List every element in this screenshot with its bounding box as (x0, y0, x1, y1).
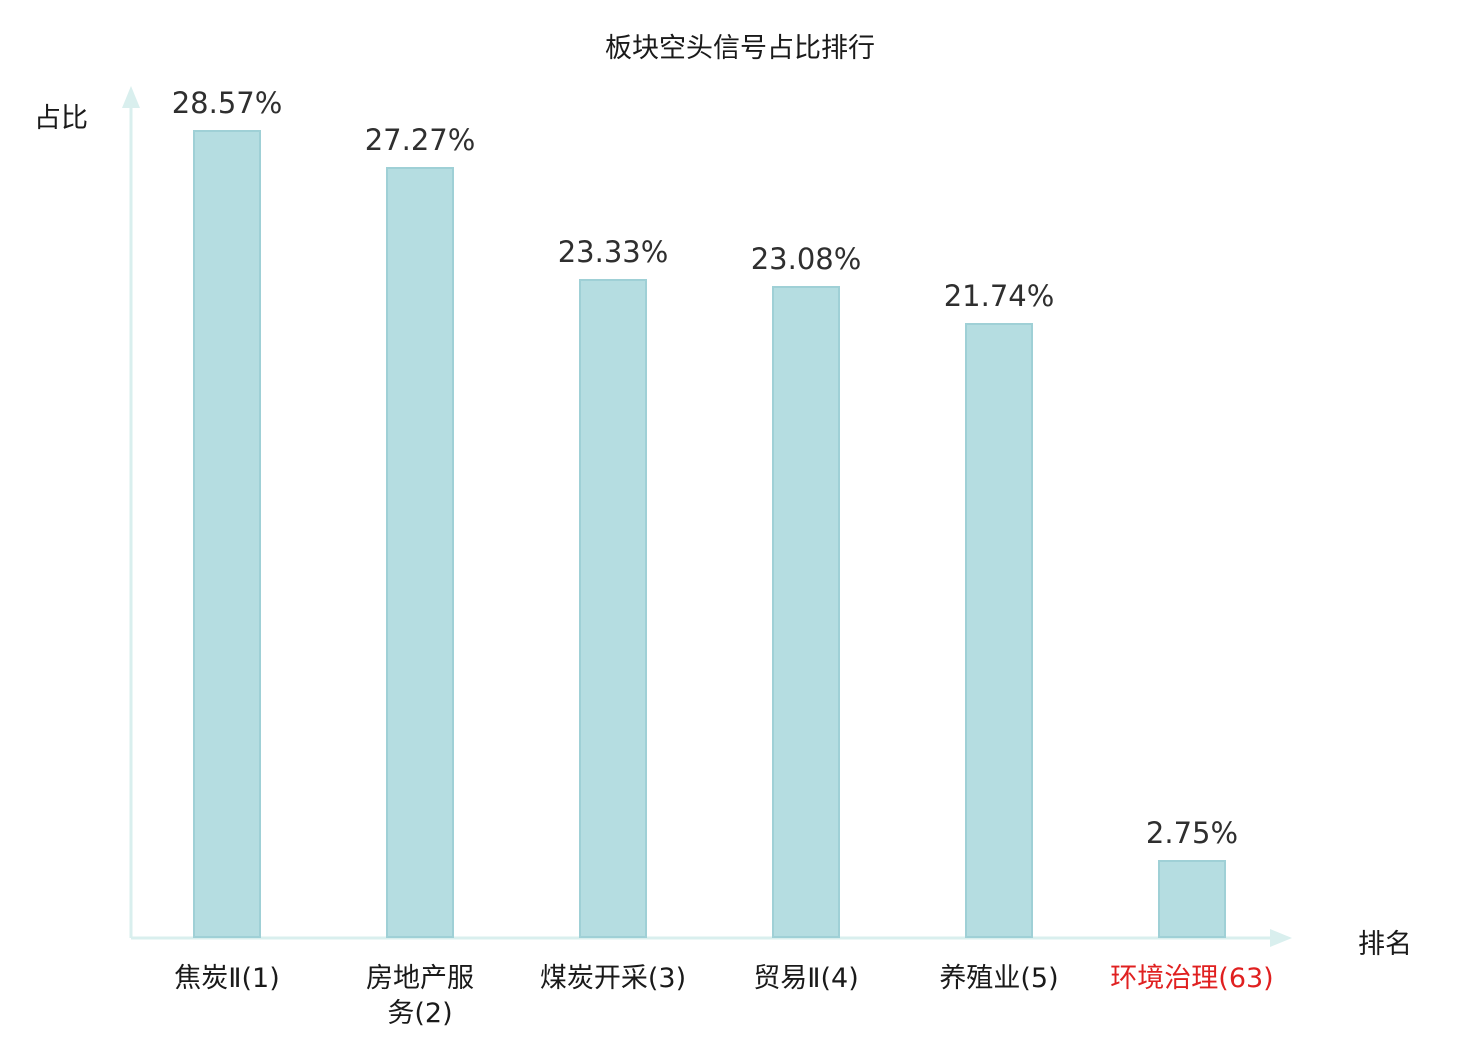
bar-category-label: 养殖业(5) (939, 963, 1059, 994)
bar-value-label: 2.75% (1145, 816, 1239, 851)
bar-category-label: 焦炭Ⅱ(1) (174, 963, 280, 994)
bar-value-label: 23.33% (557, 234, 669, 269)
y-axis-label: 占比 (34, 103, 88, 134)
bar-category-label: 环境治理(63) (1110, 963, 1274, 994)
chart-title: 板块空头信号占比排行 (605, 33, 875, 64)
bar (965, 323, 1033, 938)
bar-category-label: 贸易Ⅱ(4) (753, 963, 859, 994)
x-axis-arrow-icon (1270, 929, 1292, 947)
bar (1158, 860, 1226, 938)
bar-value-label: 27.27% (364, 123, 476, 158)
bar (386, 167, 454, 938)
bar-category-label: 煤炭开采(3) (539, 963, 687, 994)
bar-category-label: 房地产服 务(2) (366, 963, 474, 1029)
bar-value-label: 21.74% (943, 279, 1055, 314)
bar-value-label: 23.08% (750, 241, 862, 276)
bar-value-label: 28.57% (171, 86, 283, 121)
bar (579, 278, 647, 938)
bar (193, 130, 261, 938)
bar (772, 285, 840, 938)
y-axis-arrow-icon (122, 86, 140, 108)
x-axis-label: 排名 (1358, 929, 1412, 960)
